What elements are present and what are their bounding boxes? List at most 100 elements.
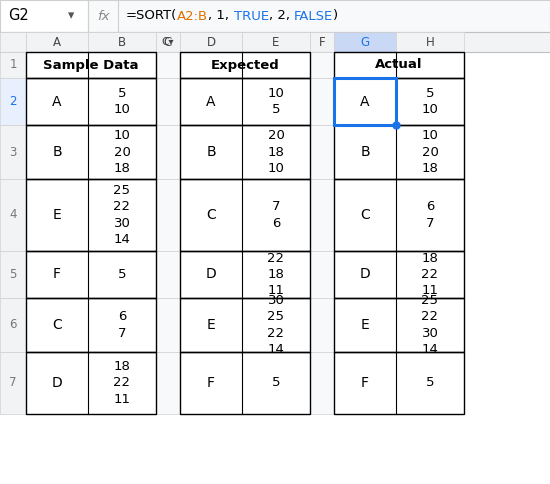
Bar — [88, 352, 156, 414]
Text: C: C — [52, 318, 62, 332]
Bar — [0, 0, 88, 32]
Bar — [180, 78, 310, 125]
Text: 6
7: 6 7 — [426, 200, 434, 230]
Bar — [242, 251, 310, 298]
Bar — [396, 125, 464, 179]
Text: , 2,: , 2, — [269, 10, 294, 22]
Bar — [334, 125, 396, 179]
Text: 10
20
18: 10 20 18 — [421, 129, 438, 175]
Bar — [0, 251, 26, 298]
Text: B: B — [360, 145, 370, 159]
Bar — [396, 251, 464, 298]
Bar — [156, 32, 180, 52]
Bar — [242, 179, 310, 251]
Bar — [334, 352, 396, 414]
Bar — [180, 179, 242, 251]
Bar — [180, 125, 310, 179]
Bar — [396, 32, 464, 52]
Text: 10
5: 10 5 — [267, 87, 284, 116]
Text: =SORT(: =SORT( — [126, 10, 177, 22]
Text: D: D — [206, 35, 216, 48]
Bar — [180, 32, 242, 52]
Bar — [334, 179, 396, 251]
Bar — [334, 251, 396, 298]
Text: Sample Data: Sample Data — [43, 59, 139, 72]
Bar — [396, 78, 464, 125]
Bar — [26, 251, 156, 298]
Bar — [242, 298, 310, 352]
Text: 7: 7 — [9, 377, 16, 390]
Bar — [88, 78, 156, 125]
Text: B: B — [52, 145, 62, 159]
Text: D: D — [360, 268, 370, 282]
Text: B: B — [118, 35, 126, 48]
Bar — [310, 78, 334, 125]
Text: 1: 1 — [9, 59, 16, 72]
Text: G2: G2 — [8, 9, 29, 24]
Text: A2:B: A2:B — [177, 10, 208, 22]
Bar — [26, 125, 88, 179]
Bar — [310, 298, 334, 352]
Bar — [0, 78, 26, 125]
Bar — [396, 179, 464, 251]
Bar — [0, 298, 26, 352]
Text: E: E — [207, 318, 216, 332]
Bar — [156, 352, 180, 414]
Bar — [180, 125, 242, 179]
Bar — [334, 298, 464, 352]
Bar — [242, 352, 310, 414]
Bar — [180, 251, 242, 298]
Bar — [26, 298, 88, 352]
Bar — [396, 298, 464, 352]
Bar — [310, 32, 334, 52]
Text: F: F — [207, 376, 215, 390]
Text: 30
25
22
14: 30 25 22 14 — [267, 294, 284, 356]
Bar — [310, 179, 334, 251]
Text: 5: 5 — [9, 268, 16, 281]
Text: C: C — [164, 35, 172, 48]
Bar — [396, 52, 464, 78]
Text: 2: 2 — [9, 95, 16, 108]
Bar — [26, 352, 156, 414]
Bar — [334, 32, 396, 52]
Text: 6: 6 — [9, 318, 16, 332]
Bar — [180, 298, 310, 352]
Bar — [156, 251, 180, 298]
Bar — [180, 298, 242, 352]
Bar — [180, 78, 242, 125]
Bar — [88, 125, 156, 179]
Bar — [334, 52, 464, 78]
Bar — [0, 0, 550, 32]
Bar — [0, 52, 26, 78]
Text: C▾: C▾ — [162, 37, 174, 47]
Text: 10
20
18: 10 20 18 — [113, 129, 130, 175]
Bar — [88, 32, 156, 52]
Text: Actual: Actual — [375, 59, 423, 72]
Bar — [26, 78, 156, 125]
Bar — [180, 352, 242, 414]
Bar — [88, 251, 156, 298]
Text: 22
18
11: 22 18 11 — [267, 252, 284, 298]
Bar — [26, 179, 156, 251]
Bar — [334, 298, 396, 352]
Bar — [242, 32, 310, 52]
Text: 20
18
10: 20 18 10 — [267, 129, 284, 175]
Bar — [26, 125, 156, 179]
Text: E: E — [53, 208, 62, 222]
Text: B: B — [206, 145, 216, 159]
Text: D: D — [52, 376, 62, 390]
Bar — [180, 52, 242, 78]
Bar — [26, 52, 88, 78]
Bar — [180, 352, 310, 414]
Bar — [156, 78, 180, 125]
Text: F: F — [318, 35, 325, 48]
Bar — [334, 251, 464, 298]
Text: 18
22
11: 18 22 11 — [421, 252, 438, 298]
Text: D: D — [206, 268, 216, 282]
Bar — [0, 352, 26, 414]
Bar — [180, 251, 310, 298]
Bar — [26, 52, 156, 78]
Text: ▾: ▾ — [68, 10, 74, 22]
Text: 5: 5 — [118, 268, 127, 281]
Text: E: E — [361, 318, 370, 332]
